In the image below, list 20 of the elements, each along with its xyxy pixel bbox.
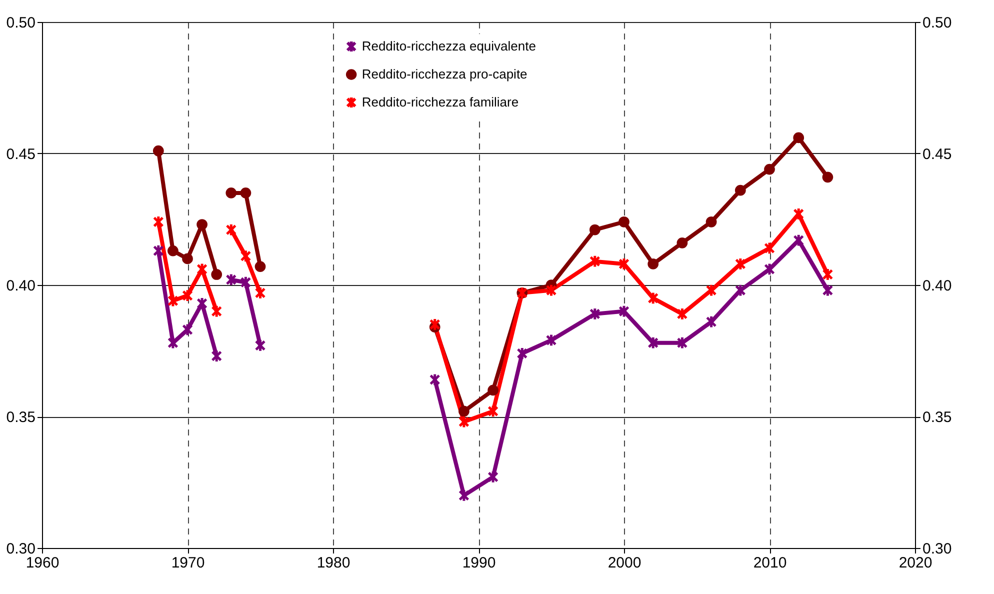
y2-tick-label: 0.35 xyxy=(922,409,952,426)
x-tick-label: 2020 xyxy=(898,554,932,572)
y-tick-label: 0.45 xyxy=(6,146,36,163)
y-tick-label: 0.35 xyxy=(6,409,36,426)
x-tick-label: 2000 xyxy=(608,554,642,572)
legend-label: Reddito-ricchezza pro-capite xyxy=(362,66,528,82)
y2-tick-label: 0.50 xyxy=(922,14,952,32)
x-tick-label: 1990 xyxy=(462,554,496,572)
x-tick-label: 1970 xyxy=(171,554,205,572)
y2-tick-label: 0.40 xyxy=(922,278,952,294)
legend-label: Reddito-ricchezza familiare xyxy=(362,94,519,110)
y2-tick-label: 0.45 xyxy=(922,146,952,163)
x-tick-label: 1960 xyxy=(26,554,60,572)
y-tick-label: 0.30 xyxy=(6,540,36,558)
y2-tick-label: 0.30 xyxy=(922,540,952,558)
y-tick-label: 0.40 xyxy=(6,278,36,294)
y-tick-label: 0.50 xyxy=(6,14,36,32)
legend-label: Reddito-ricchezza equivalente xyxy=(362,38,536,54)
x-tick-label: 2010 xyxy=(753,554,787,572)
x-tick-label: 1980 xyxy=(316,554,350,572)
